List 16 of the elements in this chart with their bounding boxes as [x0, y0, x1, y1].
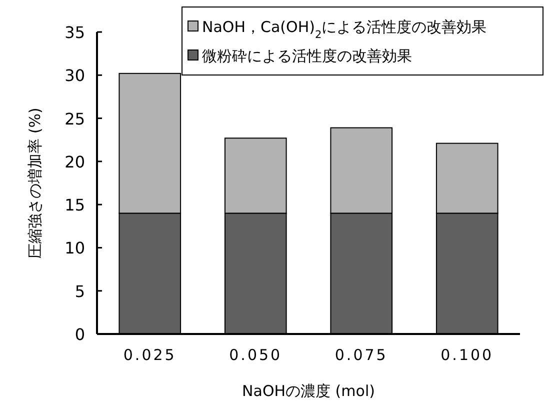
y-tick-label: 10	[64, 238, 85, 258]
y-axis-title: 圧縮強さの増加率 (%)	[26, 108, 44, 258]
y-tick-label: 0	[74, 325, 85, 344]
x-tick-label: 0.025	[123, 346, 176, 364]
y-tick-label: 35	[64, 23, 85, 42]
legend-label: NaOH，Ca(OH)$_{2}$による活性度の改善効果	[202, 18, 487, 41]
y-tick-label: 15	[64, 196, 85, 215]
y-tick-label: 5	[74, 282, 85, 301]
y-tick-label: 25	[64, 109, 85, 128]
y-tick-label: 30	[64, 66, 85, 86]
x-tick-label: 0.050	[229, 346, 282, 364]
x-tick-label: 0.075	[334, 346, 388, 364]
y-tick-label: 20	[64, 152, 85, 172]
x-axis-title: NaOHの濃度 (mol)	[242, 382, 375, 400]
x-tick-label: 0.100	[440, 346, 494, 364]
legend-label: 微粉砕による活性度の改善効果	[202, 47, 412, 65]
